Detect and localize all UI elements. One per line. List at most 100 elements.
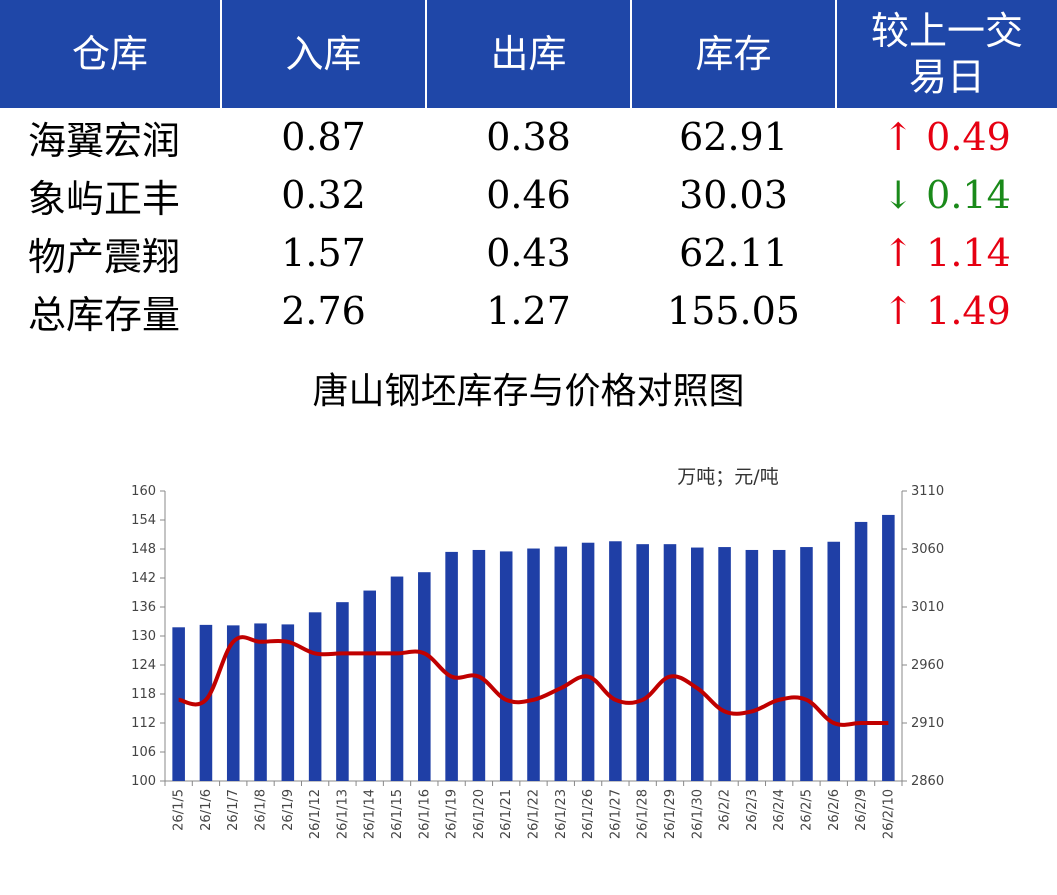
x-tick-label: 26/1/22 bbox=[527, 789, 542, 839]
inventory-bar bbox=[527, 548, 540, 781]
x-tick-label: 26/2/9 bbox=[854, 789, 869, 831]
right-tick-label: 3010 bbox=[911, 600, 944, 615]
left-tick-label: 124 bbox=[131, 658, 156, 673]
x-tick-label: 26/2/10 bbox=[881, 789, 896, 839]
inventory-price-chart: 100 106 112 118 124 130 136 142 148 154 160 2860 291… bbox=[131, 466, 944, 839]
x-tick-label: 26/1/5 bbox=[172, 789, 187, 831]
table-row: 象屿正丰 0.32 0.46 30.03 ↓ 0.14 bbox=[0, 166, 1057, 224]
outbound-cell: 0.46 bbox=[486, 173, 571, 217]
inventory-bar bbox=[581, 542, 595, 781]
warehouse-name-cell: 物产震翔 bbox=[28, 234, 181, 279]
inventory-bar bbox=[745, 549, 759, 781]
table-row: 物产震翔 1.57 0.43 62.11 ↑ 1.14 bbox=[0, 224, 1057, 282]
header-stock: 库存 bbox=[631, 0, 837, 108]
inventory-bar bbox=[854, 521, 868, 781]
warehouse-name-cell: 象屿正丰 bbox=[28, 176, 181, 221]
right-tick-label: 3060 bbox=[911, 542, 944, 557]
change-value: 0.14 bbox=[926, 173, 1011, 217]
x-tick-label: 26/2/5 bbox=[799, 789, 814, 831]
change-value: 1.49 bbox=[926, 289, 1011, 333]
table-row: 总库存量 2.76 1.27 155.05 ↑ 1.49 bbox=[0, 282, 1057, 340]
change-value: 0.49 bbox=[926, 115, 1011, 159]
warehouse-name-cell: 总库存量 bbox=[28, 292, 181, 337]
inventory-bar bbox=[882, 514, 895, 781]
inventory-bar bbox=[827, 541, 841, 781]
stock-cell: 62.11 bbox=[679, 231, 788, 275]
x-tick-label: 26/1/16 bbox=[417, 789, 432, 839]
inbound-cell: 2.76 bbox=[281, 289, 366, 333]
header-change: 较上一交 易日 bbox=[836, 0, 1057, 108]
inventory-bar bbox=[636, 544, 649, 781]
warehouse-name-cell: 海翼宏润 bbox=[28, 118, 181, 163]
left-tick-label: 100 bbox=[131, 774, 156, 789]
inventory-table: 仓库 入库 出库 库存 较上一交 易日 海翼宏润 0.87 0.38 62.91 ↑ 0… bbox=[0, 0, 1057, 340]
right-tick-label: 2960 bbox=[911, 658, 944, 673]
left-tick-label: 148 bbox=[131, 542, 156, 557]
change-cell: ↑ 0.49 bbox=[836, 108, 1057, 166]
x-tick-label: 26/2/2 bbox=[718, 789, 733, 831]
outbound-cell: 1.27 bbox=[486, 289, 571, 333]
x-tick-label: 26/1/30 bbox=[690, 789, 705, 839]
arrow-up-icon: ↑ bbox=[882, 231, 927, 275]
change-cell: ↑ 1.14 bbox=[836, 224, 1057, 282]
change-value: 1.14 bbox=[926, 231, 1011, 275]
inbound-cell: 0.32 bbox=[281, 173, 366, 217]
inventory-bar bbox=[308, 612, 322, 781]
left-tick-label: 118 bbox=[131, 687, 156, 702]
inventory-bar bbox=[472, 549, 486, 781]
inventory-bar bbox=[663, 544, 677, 781]
chart-title: 唐山钢坯库存与价格对照图 bbox=[312, 371, 745, 412]
x-tick-label: 26/1/20 bbox=[472, 789, 487, 839]
stock-cell: 155.05 bbox=[667, 289, 800, 333]
stock-cell: 30.03 bbox=[679, 173, 788, 217]
header-change-label: 较上一交 易日 bbox=[870, 9, 1023, 99]
inventory-bar bbox=[800, 547, 813, 781]
change-cell: ↓ 0.14 bbox=[836, 166, 1057, 224]
x-tick-label: 26/1/29 bbox=[663, 789, 678, 839]
table-body: 海翼宏润 0.87 0.38 62.91 ↑ 0.49 象屿正丰 0.32 0.46 30.03… bbox=[0, 108, 1057, 340]
x-tick-label: 26/1/21 bbox=[499, 789, 514, 839]
inventory-bar bbox=[336, 602, 349, 781]
x-tick-label: 26/1/9 bbox=[281, 789, 296, 831]
right-tick-label: 2910 bbox=[911, 716, 944, 731]
header-outbound: 出库 bbox=[426, 0, 632, 108]
x-tick-label: 26/2/4 bbox=[772, 789, 787, 831]
inventory-bar bbox=[390, 576, 404, 781]
outbound-cell: 0.38 bbox=[486, 115, 571, 159]
x-tick-label: 26/2/6 bbox=[827, 789, 842, 831]
x-tick-label: 26/1/14 bbox=[363, 789, 378, 839]
inventory-bar bbox=[554, 546, 568, 781]
x-tick-label: 26/1/15 bbox=[390, 789, 405, 839]
inventory-bar bbox=[690, 547, 704, 781]
inbound-cell: 0.87 bbox=[281, 115, 366, 159]
x-tick-label: 26/1/23 bbox=[554, 789, 569, 839]
x-tick-label: 26/2/3 bbox=[745, 789, 760, 831]
left-tick-label: 112 bbox=[131, 716, 156, 731]
x-tick-label: 26/1/6 bbox=[199, 789, 214, 831]
inventory-bar bbox=[718, 547, 731, 781]
inventory-bar bbox=[199, 624, 213, 781]
x-tick-label: 26/1/27 bbox=[608, 789, 623, 839]
inventory-bar bbox=[445, 551, 458, 781]
inventory-bar bbox=[172, 627, 185, 781]
x-tick-label: 26/1/28 bbox=[636, 789, 651, 839]
price-line bbox=[178, 635, 889, 727]
header-inbound: 入库 bbox=[221, 0, 427, 108]
inventory-bar bbox=[609, 541, 622, 781]
inventory-bar bbox=[363, 590, 377, 781]
right-tick-label: 2860 bbox=[911, 774, 944, 789]
left-tick-label: 106 bbox=[131, 745, 156, 760]
x-tick-label: 26/1/26 bbox=[581, 789, 596, 839]
outbound-cell: 0.43 bbox=[486, 231, 571, 275]
left-tick-label: 136 bbox=[131, 600, 156, 615]
inventory-bar bbox=[499, 551, 513, 781]
left-tick-label: 154 bbox=[131, 513, 156, 528]
x-tick-label: 26/1/8 bbox=[254, 789, 269, 831]
x-tick-label: 26/1/12 bbox=[308, 789, 323, 839]
header-warehouse: 仓库 bbox=[0, 0, 222, 108]
left-tick-label: 130 bbox=[131, 629, 156, 644]
table-header-row: 仓库 入库 出库 库存 较上一交 易日 bbox=[0, 0, 1057, 108]
x-tick-label: 26/1/19 bbox=[445, 789, 460, 839]
x-tick-label: 26/1/7 bbox=[226, 789, 241, 831]
table-row: 海翼宏润 0.87 0.38 62.91 ↑ 0.49 bbox=[0, 108, 1057, 166]
